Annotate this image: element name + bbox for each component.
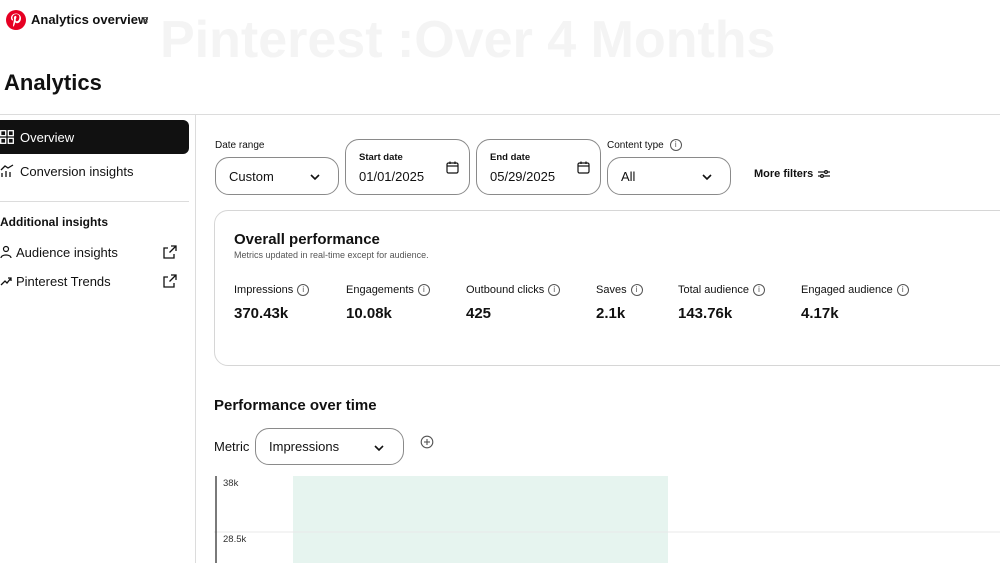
- chart-highlight-band: [293, 476, 668, 563]
- overall-performance-subtitle: Metrics updated in real-time except for …: [234, 250, 429, 260]
- start-date-field[interactable]: Start date 01/01/2025: [345, 139, 470, 195]
- metric-label: Impressions: [234, 284, 294, 296]
- metric-outbound-clicks[interactable]: Outbound clicks i 425: [466, 284, 561, 322]
- metric-total-audience[interactable]: Total audience i 143.76k: [678, 284, 765, 322]
- more-filters-label: More filters: [754, 168, 814, 180]
- metric-select-value: Impressions: [269, 439, 340, 454]
- additional-insights-heading: Additional insights: [0, 215, 108, 229]
- date-range-value: Custom: [229, 169, 274, 184]
- metric-value: 425: [466, 305, 492, 322]
- content-type-value: All: [621, 169, 636, 184]
- conversion-chart-icon: [0, 164, 14, 178]
- page-title: Analytics: [4, 70, 102, 95]
- info-icon[interactable]: i: [752, 284, 765, 296]
- calendar-icon: [446, 161, 459, 174]
- info-icon[interactable]: i: [896, 284, 909, 296]
- metric-label: Engaged audience: [801, 284, 893, 296]
- hamburger-menu-icon[interactable]: ≡: [141, 12, 149, 27]
- more-filters-button[interactable]: More filters: [754, 168, 831, 180]
- metric-label: Engagements: [346, 284, 414, 296]
- overall-performance-title: Overall performance: [234, 231, 380, 248]
- end-date-label: End date: [490, 152, 531, 163]
- external-link-icon: [163, 245, 177, 259]
- info-icon[interactable]: i: [548, 284, 561, 296]
- sidebar-item-label: Conversion insights: [20, 163, 134, 179]
- date-range-select[interactable]: Custom: [215, 157, 339, 195]
- external-link-icon: [163, 274, 177, 288]
- sidebar-item-audience-insights[interactable]: Audience insights: [0, 240, 189, 264]
- metric-select-label: Metric: [214, 439, 250, 454]
- end-date-field[interactable]: End date 05/29/2025: [476, 139, 601, 195]
- start-date-value: 01/01/2025: [359, 169, 425, 184]
- sidebar-divider: [195, 115, 196, 563]
- sidebar-item-label: Overview: [20, 129, 75, 145]
- date-range-label: Date range: [215, 140, 265, 151]
- metric-value: 370.43k: [234, 305, 289, 322]
- content-type-select[interactable]: All: [607, 157, 731, 195]
- sidebar-item-pinterest-trends[interactable]: Pinterest Trends: [0, 269, 189, 293]
- trend-arrow-icon: [0, 274, 12, 288]
- add-metric-icon[interactable]: [420, 435, 434, 449]
- top-bar: Pinterest :Over 4 Months Analytics overv…: [0, 0, 1000, 69]
- chevron-down-icon: [310, 174, 320, 181]
- end-date-value: 05/29/2025: [490, 169, 556, 184]
- performance-chart: 38k 28.5k: [214, 476, 1000, 563]
- metric-engagements[interactable]: Engagements i 10.08k: [346, 284, 430, 322]
- sidebar-item-label: Pinterest Trends: [16, 273, 111, 289]
- metric-value: 2.1k: [596, 305, 626, 322]
- info-icon[interactable]: i: [417, 284, 430, 296]
- chevron-down-icon: [374, 445, 384, 452]
- info-icon[interactable]: i: [669, 139, 682, 151]
- metric-label: Outbound clicks: [466, 284, 545, 296]
- overall-performance-card: [214, 210, 1000, 366]
- chart-svg: 38k 28.5k: [214, 476, 1000, 563]
- calendar-icon: [577, 161, 590, 174]
- chevron-down-icon: [702, 174, 712, 181]
- metric-value: 4.17k: [801, 305, 839, 322]
- sidebar-separator: [0, 201, 189, 202]
- sidebar-item-label: Audience insights: [16, 244, 118, 260]
- performance-over-time-title: Performance over time: [214, 397, 377, 414]
- filter-sliders-icon: [818, 170, 831, 178]
- metric-label: Total audience: [678, 284, 749, 296]
- info-icon[interactable]: i: [297, 284, 310, 296]
- y-tick-label: 28.5k: [223, 534, 246, 545]
- start-date-label: Start date: [359, 152, 403, 163]
- content-type-label: Content type: [607, 139, 664, 151]
- watermark-text: Pinterest :Over 4 Months: [160, 11, 776, 69]
- metric-saves[interactable]: Saves i 2.1k: [596, 284, 643, 322]
- content-type-label-row: Content type i: [607, 139, 682, 151]
- sidebar-item-overview[interactable]: Overview: [0, 120, 189, 154]
- app-title: Analytics overview: [31, 12, 149, 27]
- sidebar-item-conversion-insights[interactable]: Conversion insights: [0, 154, 189, 188]
- grid-icon: [0, 130, 14, 144]
- audience-icon: [0, 245, 12, 259]
- pinterest-logo-icon[interactable]: [6, 10, 26, 30]
- info-icon[interactable]: i: [630, 284, 643, 296]
- metric-label: Saves: [596, 284, 627, 296]
- header-divider: [0, 114, 1000, 115]
- metric-engaged-audience[interactable]: Engaged audience i 4.17k: [801, 284, 909, 322]
- y-tick-label: 38k: [223, 478, 239, 489]
- metric-value: 10.08k: [346, 305, 392, 322]
- metric-impressions[interactable]: Impressions i 370.43k: [234, 284, 310, 322]
- metric-value: 143.76k: [678, 305, 733, 322]
- metric-select[interactable]: Impressions: [255, 428, 404, 465]
